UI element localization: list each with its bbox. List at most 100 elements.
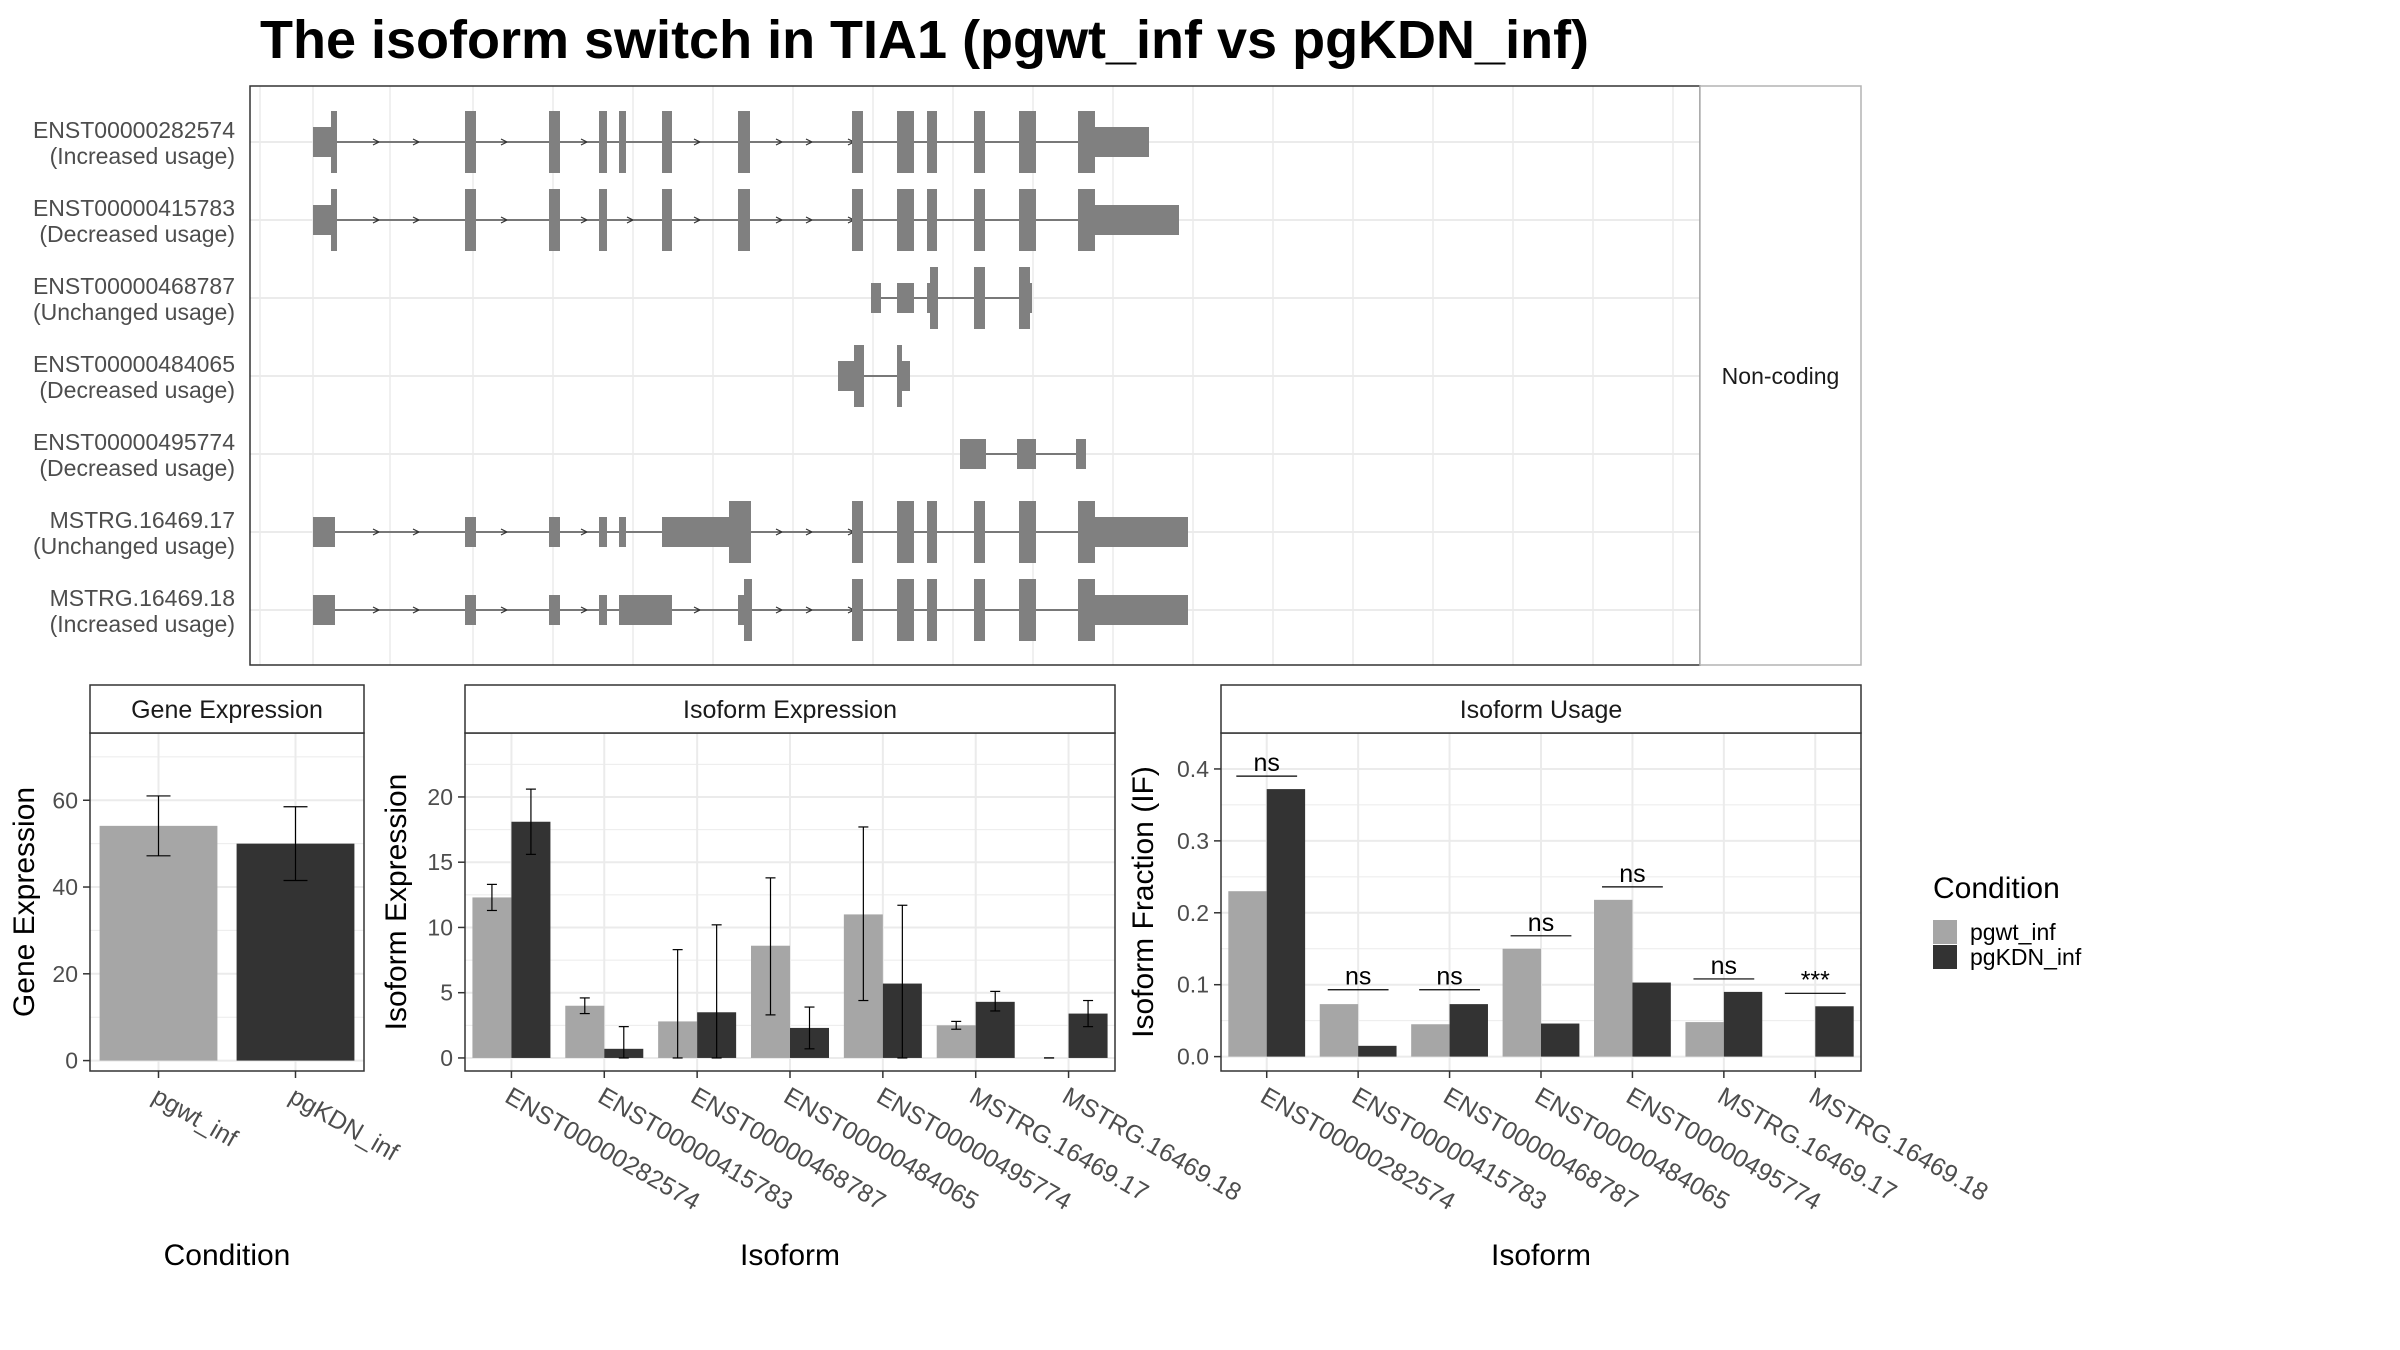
y-tick-label: 10	[427, 914, 453, 940]
exon	[1076, 439, 1086, 469]
direction-arrow	[500, 606, 509, 614]
figure-title: The isoform switch in TIA1 (pgwt_inf vs …	[260, 10, 1589, 70]
direction-arrow	[775, 528, 784, 536]
exon	[729, 501, 751, 563]
transcript-id-label: ENST00000495774	[33, 429, 235, 455]
exon	[465, 111, 476, 173]
legend-swatch-pgKDN_inf	[1933, 945, 1957, 969]
exon	[1078, 579, 1095, 641]
bar-pgKDN_inf-ENST00000495774	[1632, 982, 1671, 1057]
x-tick-label: pgwt_inf	[148, 1082, 243, 1153]
exon	[897, 345, 902, 407]
exon	[549, 595, 560, 625]
y-tick-label: 5	[440, 980, 453, 1006]
panel-strip	[1220, 684, 1862, 734]
bar-pgKDN_inf-ENST00000484065	[1541, 1023, 1580, 1057]
direction-arrow	[580, 606, 589, 614]
exon	[738, 189, 750, 251]
direction-arrow	[805, 216, 814, 224]
direction-arrow	[372, 528, 381, 536]
bar-pgKDN_inf-ENST00000468787	[1449, 1004, 1488, 1057]
bar-pgKDN_inf-MSTRG.16469.17	[1723, 991, 1763, 1057]
exon	[549, 111, 560, 173]
exon	[662, 189, 672, 251]
y-tick-label: 60	[52, 787, 78, 813]
exon	[871, 283, 881, 313]
exon	[927, 189, 937, 251]
exon	[465, 189, 476, 251]
x-axis-title: Condition	[164, 1239, 291, 1272]
exon	[465, 517, 476, 547]
transcript-usage-label: (Increased usage)	[50, 611, 235, 637]
bar-pgwt_inf-ENST00000484065	[1502, 948, 1541, 1057]
direction-arrow	[693, 216, 702, 224]
direction-arrow	[693, 138, 702, 146]
transcript-row	[313, 501, 1188, 563]
exon	[599, 189, 607, 251]
y-tick-label: 20	[427, 784, 453, 810]
y-tick-label: 0.3	[1177, 828, 1209, 854]
exon	[313, 205, 331, 235]
exon	[599, 595, 607, 625]
exon	[927, 501, 937, 563]
significance-label: ns	[1436, 963, 1462, 991]
bar-pgKDN_inf-ENST00000282574	[1266, 789, 1306, 1057]
y-tick-label: 40	[52, 874, 78, 900]
significance-label: ns	[1619, 860, 1645, 888]
exon	[897, 283, 914, 313]
x-axis-title: Isoform	[740, 1239, 840, 1272]
transcript-id-label: ENST00000415783	[33, 195, 235, 221]
exon	[974, 267, 985, 329]
y-tick-label: 0	[65, 1048, 78, 1074]
significance-label: ns	[1528, 909, 1554, 937]
legend-swatch-pgwt_inf	[1933, 920, 1957, 944]
exon	[313, 595, 335, 625]
exon	[1019, 189, 1036, 251]
exon	[1095, 595, 1188, 625]
exon	[1019, 579, 1036, 641]
y-tick-label: 20	[52, 961, 78, 987]
exon	[927, 111, 937, 173]
exon	[1078, 111, 1095, 173]
y-axis-title: Gene Expression	[8, 787, 41, 1017]
bar-pgKDN_inf-MSTRG.16469.18	[1815, 1006, 1854, 1057]
y-tick-label: 15	[427, 849, 453, 875]
exon	[852, 579, 863, 641]
exon	[902, 361, 910, 391]
transcript-id-label: ENST00000484065	[33, 351, 235, 377]
exon	[1019, 111, 1036, 173]
exon	[738, 595, 744, 625]
direction-arrow	[412, 528, 421, 536]
legend-label-pgwt_inf: pgwt_inf	[1970, 919, 2056, 945]
exon	[744, 579, 752, 641]
direction-arrow	[412, 138, 421, 146]
panel-strip-title: Isoform Expression	[683, 696, 897, 724]
significance-label: ns	[1345, 963, 1371, 991]
exon	[974, 501, 985, 563]
exon	[662, 517, 729, 547]
exon	[599, 517, 607, 547]
y-tick-label: 0.2	[1177, 900, 1209, 926]
exon	[930, 267, 938, 329]
transcript-usage-label: (Decreased usage)	[39, 377, 235, 403]
exon	[465, 595, 476, 625]
transcript-id-label: MSTRG.16469.18	[50, 585, 235, 611]
exon	[897, 501, 914, 563]
bar-pgwt_inf-ENST00000415783	[565, 1005, 605, 1058]
exon	[838, 361, 854, 391]
panel-strip	[89, 684, 365, 734]
exon	[974, 111, 985, 173]
gene-expression-panel: Gene Expression 0 20 40 60 pgwt_inf pgKDN_inf C…	[8, 684, 404, 1272]
direction-arrow	[372, 138, 381, 146]
exon	[1078, 501, 1095, 563]
transcript-usage-label: (Decreased usage)	[39, 221, 235, 247]
bar-pgKDN_inf-ENST00000415783	[1358, 1045, 1397, 1057]
exon	[331, 111, 337, 173]
exon	[662, 111, 672, 173]
y-tick-label: 0	[440, 1045, 453, 1071]
x-tick-label: pgKDN_inf	[285, 1082, 404, 1167]
exon	[1019, 267, 1030, 329]
direction-arrow	[775, 216, 784, 224]
